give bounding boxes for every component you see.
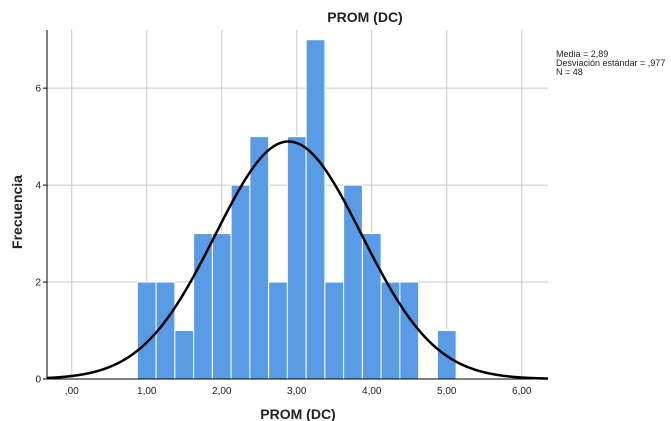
- histogram-bar: [211, 233, 232, 380]
- y-tick-label: 0: [35, 375, 41, 386]
- y-tick-label: 4: [35, 181, 41, 192]
- stats-mean: Media = 2,89: [556, 49, 608, 59]
- histogram-bar: [136, 281, 157, 380]
- x-tick-label: ,00: [65, 386, 79, 397]
- axes: [43, 30, 548, 380]
- histogram-bar: [268, 281, 288, 380]
- x-tick-label: 6,00: [512, 386, 532, 397]
- histogram-bar: [399, 281, 420, 380]
- histogram-bar: [343, 184, 363, 380]
- stats-n: N = 48: [556, 67, 583, 77]
- x-tick-label: 2,00: [212, 386, 232, 397]
- x-tick-label: 1,00: [137, 386, 157, 397]
- y-tick-label: 6: [35, 84, 41, 95]
- chart-title: PROM (DC): [327, 9, 402, 25]
- stats-box: Media = 2,89 Desviación estándar = ,977 …: [556, 49, 665, 77]
- normal-curve: [46, 140, 549, 380]
- normal-curve-layer: [46, 140, 549, 380]
- x-axis-title: PROM (DC): [260, 406, 335, 421]
- histogram-bar: [305, 39, 326, 380]
- histogram-bars: [136, 39, 457, 380]
- y-tick-label: 2: [35, 278, 41, 289]
- tick-labels: ,00 1,00 2,00 3,00 4,00 5,00 6,00 0 2 4 6: [35, 84, 531, 397]
- stats-std-dev: Desviación estándar = ,977: [556, 58, 665, 68]
- histogram-bar: [193, 233, 213, 380]
- histogram-bar: [324, 281, 345, 380]
- histogram-bar: [286, 136, 307, 380]
- y-axis-title: Frecuencia: [9, 175, 25, 249]
- histogram-bar: [380, 281, 401, 380]
- histogram-bar: [230, 184, 251, 380]
- histogram-bar: [174, 330, 195, 380]
- histogram-bar: [249, 136, 270, 380]
- x-tick-label: 3,00: [287, 386, 307, 397]
- x-tick-label: 5,00: [437, 386, 457, 397]
- x-tick-label: 4,00: [362, 386, 382, 397]
